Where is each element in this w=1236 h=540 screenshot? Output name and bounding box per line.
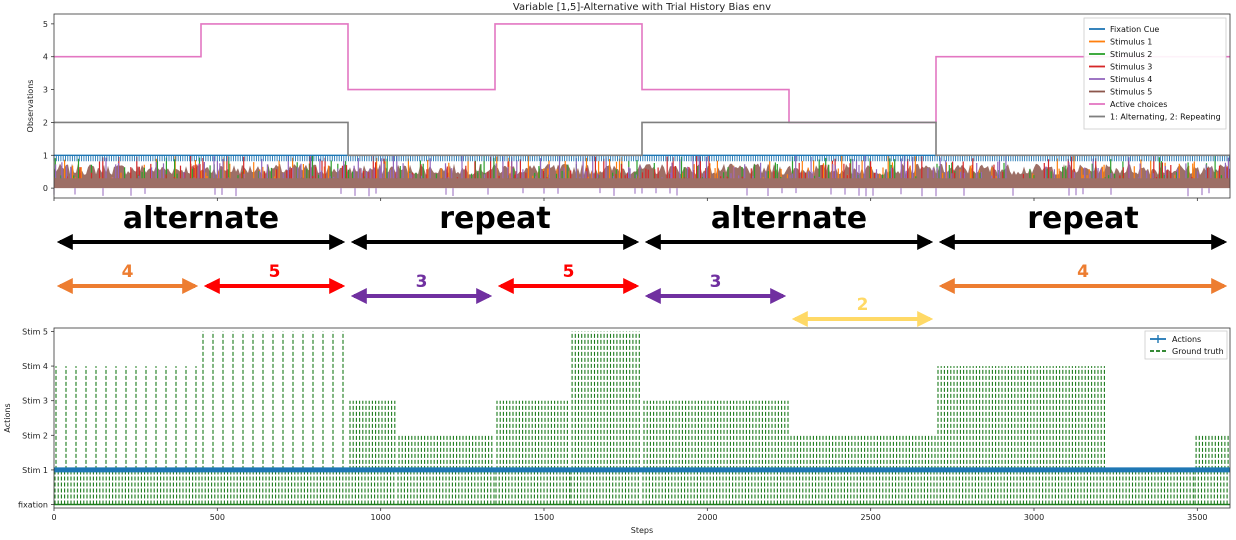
choice-count-label: 5 [269, 262, 281, 282]
bottom-ytick-label: Stim 1 [22, 466, 48, 475]
top-ytick-label: 1 [43, 151, 48, 160]
bottom-yaxis: fixation Stim 1 Stim 2 Stim 3 Stim 4 Stim 5 [18, 327, 54, 510]
fixation-cue-ticks [53, 155, 1230, 162]
top-legend-label: Active choices [1110, 100, 1167, 109]
choice-count-label: 2 [857, 295, 869, 315]
choice-count-label: 3 [710, 272, 722, 292]
alternating-repeating-line [54, 121, 1230, 157]
top-legend-label: Stimulus 4 [1110, 75, 1152, 84]
choice-count-label: 4 [1077, 262, 1089, 282]
bottom-ytick-label: Stim 3 [22, 397, 48, 406]
bottom-xlabel: Steps [631, 526, 653, 535]
bottom-legend-label: Actions [1172, 335, 1201, 344]
top-plot-area [53, 23, 1230, 197]
bottom-ytick-label: Stim 5 [22, 327, 48, 336]
phase-label: alternate [711, 201, 867, 236]
phase-annotations: alternate repeat alternate repeat [56, 201, 1228, 250]
bottom-xtick-label: 0 [51, 513, 56, 522]
bottom-ytick-label: Stim 4 [22, 362, 48, 371]
bottom-plot-frame [53, 327, 1231, 509]
bottom-ytick-label: Stim 2 [22, 431, 48, 440]
bottom-ytick-label: fixation [18, 501, 48, 510]
choice-count-label: 3 [416, 272, 428, 292]
top-chart-title: Variable [1,5]-Alternative with Trial Hi… [513, 2, 771, 13]
top-yaxis: 0 1 2 3 4 5 [43, 20, 1198, 201]
bottom-xtick-label: 1000 [370, 513, 390, 522]
top-ytick-label: 5 [43, 20, 48, 29]
bottom-xtick-label: 3000 [1024, 513, 1044, 522]
top-ytick-label: 2 [43, 118, 48, 127]
active-choices-line [54, 23, 1230, 124]
top-ytick-label: 3 [43, 86, 48, 95]
bottom-ylabel: Actions [3, 403, 12, 432]
bottom-xtick-label: 500 [210, 513, 225, 522]
top-legend-label: Fixation Cue [1110, 25, 1159, 34]
top-legend-label: Stimulus 5 [1110, 88, 1152, 97]
stimulus-dips [53, 188, 1210, 197]
bottom-xtick-label: 1500 [534, 513, 554, 522]
phase-label: alternate [123, 201, 279, 236]
choice-count-label: 5 [563, 262, 575, 282]
choice-count-label: 4 [122, 262, 134, 282]
bottom-plot-area [54, 331, 1230, 506]
top-legend-label: Stimulus 2 [1110, 50, 1152, 59]
phase-label: repeat [1027, 201, 1139, 236]
ground-truth-trace [54, 331, 1229, 505]
bottom-legend-label: Ground truth [1172, 347, 1224, 356]
top-plot-frame [53, 13, 1231, 199]
bottom-xtick-label: 2000 [697, 513, 717, 522]
bottom-xtick-label: 3500 [1187, 513, 1207, 522]
bottom-legend: Actions Ground truth [1144, 330, 1228, 360]
top-ytick-label: 4 [43, 53, 48, 62]
bottom-xaxis: 0 500 1000 1500 2000 2500 3000 3500 [51, 508, 1208, 522]
top-legend-label: 1: Alternating, 2: Repeating [1110, 113, 1221, 122]
top-legend: Fixation Cue Stimulus 1 Stimulus 2 Stimulus… [1083, 17, 1227, 130]
stimulus-4-trace [55, 155, 1229, 179]
phase-label: repeat [439, 201, 551, 236]
choice-annotations: 4 5 3 5 3 2 4 [56, 262, 1228, 327]
top-legend-label: Stimulus 3 [1110, 63, 1152, 72]
top-ytick-label: 0 [43, 184, 48, 193]
top-ylabel: Observations [26, 80, 35, 133]
top-legend-box [1083, 17, 1227, 130]
bottom-xtick-label: 2500 [860, 513, 880, 522]
top-legend-label: Stimulus 1 [1110, 38, 1152, 47]
